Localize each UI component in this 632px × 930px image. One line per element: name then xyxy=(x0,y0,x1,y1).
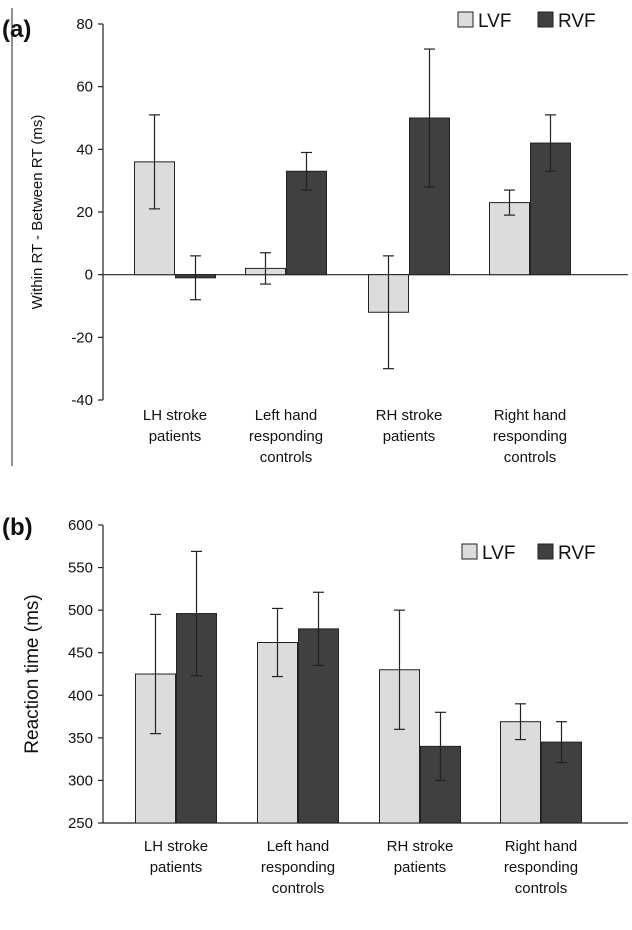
category-label-line: controls xyxy=(515,880,568,897)
category-label-line: controls xyxy=(272,880,325,897)
y-tick-label: 40 xyxy=(76,141,93,158)
y-tick-label: 500 xyxy=(68,602,93,619)
category-label-line: patients xyxy=(149,428,202,445)
category-label-line: LH stroke xyxy=(144,838,208,855)
category-label-line: Right hand xyxy=(494,407,567,424)
legend-label-rvf: RVF xyxy=(558,11,596,32)
y-tick-label: 350 xyxy=(68,730,93,747)
category-label-line: Left hand xyxy=(267,838,330,855)
y-tick-label: -20 xyxy=(71,329,93,346)
category-label-line: Left hand xyxy=(255,407,318,424)
panel-label: (b) xyxy=(2,514,33,541)
y-tick-label: 600 xyxy=(68,517,93,534)
y-tick-label: 550 xyxy=(68,560,93,577)
bar-rvf xyxy=(298,628,339,824)
y-axis-title: Within RT - Between RT (ms) xyxy=(29,115,46,310)
category-label-line: patients xyxy=(394,859,447,876)
legend-label-rvf: RVF xyxy=(558,543,596,564)
category-label-line: RH stroke xyxy=(387,838,454,855)
panel-label: (a) xyxy=(2,16,31,43)
y-axis-title: Reaction time (ms) xyxy=(22,594,43,753)
category-label: RH stroke patients xyxy=(376,407,443,445)
category-label: Right hand responding controls xyxy=(504,838,578,897)
legend-swatch-lvf xyxy=(461,543,478,560)
legend-label-lvf: LVF xyxy=(482,543,515,564)
category-label-line: controls xyxy=(260,449,313,466)
legend-swatch-rvf xyxy=(537,543,554,560)
category-label-line: responding xyxy=(493,428,567,445)
y-tick-label: 0 xyxy=(85,267,93,284)
y-tick-label: -40 xyxy=(71,392,93,409)
category-label: Right hand responding controls xyxy=(493,407,567,466)
y-tick-label: 60 xyxy=(76,79,93,96)
category-label-line: LH stroke xyxy=(143,407,207,424)
category-label-line: RH stroke xyxy=(376,407,443,424)
category-label: RH stroke patients xyxy=(387,838,454,876)
y-tick-label: 20 xyxy=(76,204,93,221)
y-tick-label: 400 xyxy=(68,687,93,704)
category-label-line: responding xyxy=(504,859,578,876)
y-tick-label: 250 xyxy=(68,815,93,832)
category-label-line: responding xyxy=(261,859,335,876)
category-label-line: controls xyxy=(504,449,557,466)
category-label: LH stroke patients xyxy=(144,838,208,876)
y-tick-label: 80 xyxy=(76,16,93,33)
category-label-line: responding xyxy=(249,428,323,445)
category-label: Left hand responding controls xyxy=(249,407,323,466)
category-label: Left hand responding controls xyxy=(261,838,335,897)
category-label-line: patients xyxy=(383,428,436,445)
y-tick-label: 300 xyxy=(68,772,93,789)
category-label-line: Right hand xyxy=(505,838,578,855)
category-label: LH stroke patients xyxy=(143,407,207,445)
legend-label-lvf: LVF xyxy=(478,11,511,32)
legend-swatch-lvf xyxy=(457,11,474,28)
legend-swatch-rvf xyxy=(537,11,554,28)
category-label-line: patients xyxy=(150,859,203,876)
y-tick-label: 450 xyxy=(68,645,93,662)
